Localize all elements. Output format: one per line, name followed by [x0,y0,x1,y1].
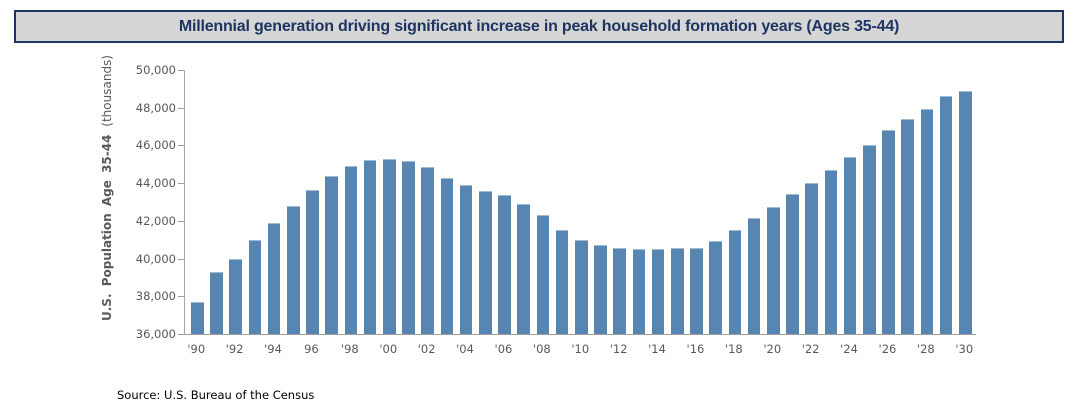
y-tick-label: 40,000 [135,251,176,266]
bar-2018 [728,230,742,334]
x-tick-label: '04 [456,342,474,356]
bar-1996 [306,189,319,334]
bar-2005 [479,190,492,334]
bar-2025 [863,144,876,334]
bar-1997 [325,175,338,334]
x-tick-label: '00 [379,342,398,356]
bar-2011 [594,245,607,334]
x-tick-label: '16 [686,342,705,356]
bar-2020 [767,206,780,334]
y-axis-title: U.S. Population Age 35-44 (thousands) [100,55,114,321]
y-axis-title-main: U.S. Population Age 35-44 [100,134,114,321]
y-axis-tick-labels: 50,000 48,000 46,000 44,000 42,000 40,000 38,0… [118,63,176,341]
y-tick-mark [178,183,184,185]
y-axis-title-units: (thousands) [100,55,114,127]
y-tick-mark [178,334,184,335]
bar-2002 [421,167,434,334]
y-tick-mark [178,296,184,298]
bar-2021 [786,194,799,334]
x-tick-label: '06 [494,342,513,356]
bar-1995 [287,205,300,334]
y-tick-mark [178,145,184,147]
bar-1991 [210,271,223,334]
bar-2004 [459,185,473,334]
y-tick-mark [178,70,184,71]
bar-2000 [383,158,396,334]
bar-2017 [709,240,722,334]
plot-area [184,70,976,335]
y-tick-label: 42,000 [135,213,176,228]
bar-2024 [843,156,857,334]
bar-1992 [229,258,242,334]
bar-2023 [824,169,838,334]
x-tick-label: '12 [609,342,628,356]
y-tick-label: 50,000 [135,63,176,77]
x-tick-label: '24 [840,342,858,356]
bar-1998 [344,166,358,334]
bar-1994 [267,222,281,334]
y-tick-label: 44,000 [135,176,176,191]
bar-2010 [575,239,588,334]
bar-2008 [536,215,550,334]
x-tick-label: '94 [264,342,282,356]
y-tick-mark [178,258,184,260]
bar-2007 [517,203,530,334]
y-tick-label: 46,000 [135,138,176,153]
bar-2028 [920,108,934,334]
x-tick-label: '14 [648,342,666,356]
bar-1999 [363,159,377,334]
x-tick-label: '28 [916,342,935,356]
bar-2001 [402,160,415,334]
y-tick-mark [178,220,184,222]
bar-2016 [690,248,703,334]
bar-2013 [632,249,646,334]
x-axis-tick-labels: '90 '92 '94 96 '98 '00 '02 '04 '06 '08 '10 '12 '14 '1… [184,342,975,357]
x-tick-label: '98 [340,342,359,356]
y-tick-mark [178,107,184,109]
x-tick-label: '22 [801,342,820,356]
source-note: Source: U.S. Bureau of the Census [117,388,315,402]
bar-2006 [498,195,511,334]
x-tick-label: '92 [225,342,244,356]
x-tick-label: '02 [417,342,436,356]
bar-2019 [747,218,761,334]
x-tick-label: '30 [955,342,974,356]
bar-2015 [671,248,684,334]
x-tick-label: '20 [763,342,782,356]
y-tick-label: 48,000 [135,100,176,115]
bar-2030 [959,90,972,334]
bar-2022 [805,183,818,334]
y-tick-label: 36,000 [135,327,176,341]
x-tick-label: '10 [571,342,590,356]
x-tick-label: '26 [878,342,897,356]
bar-2026 [882,130,895,334]
x-tick-label: '90 [187,342,206,356]
chart-title: Millennial generation driving significan… [178,17,900,35]
x-tick-label: '18 [724,342,743,356]
bar-2009 [555,230,569,334]
bar-2012 [613,248,626,334]
bar-2003 [440,177,454,334]
x-tick-label: 96 [304,342,319,356]
bar-2029 [939,96,953,334]
bar-1993 [248,239,262,334]
bar-2027 [901,119,914,334]
bar-2014 [651,249,665,334]
bar-1990 [191,301,204,334]
chart-title-bar: Millennial generation driving significan… [14,10,1064,43]
y-tick-label: 38,000 [135,289,176,304]
x-tick-label: '08 [532,342,551,356]
